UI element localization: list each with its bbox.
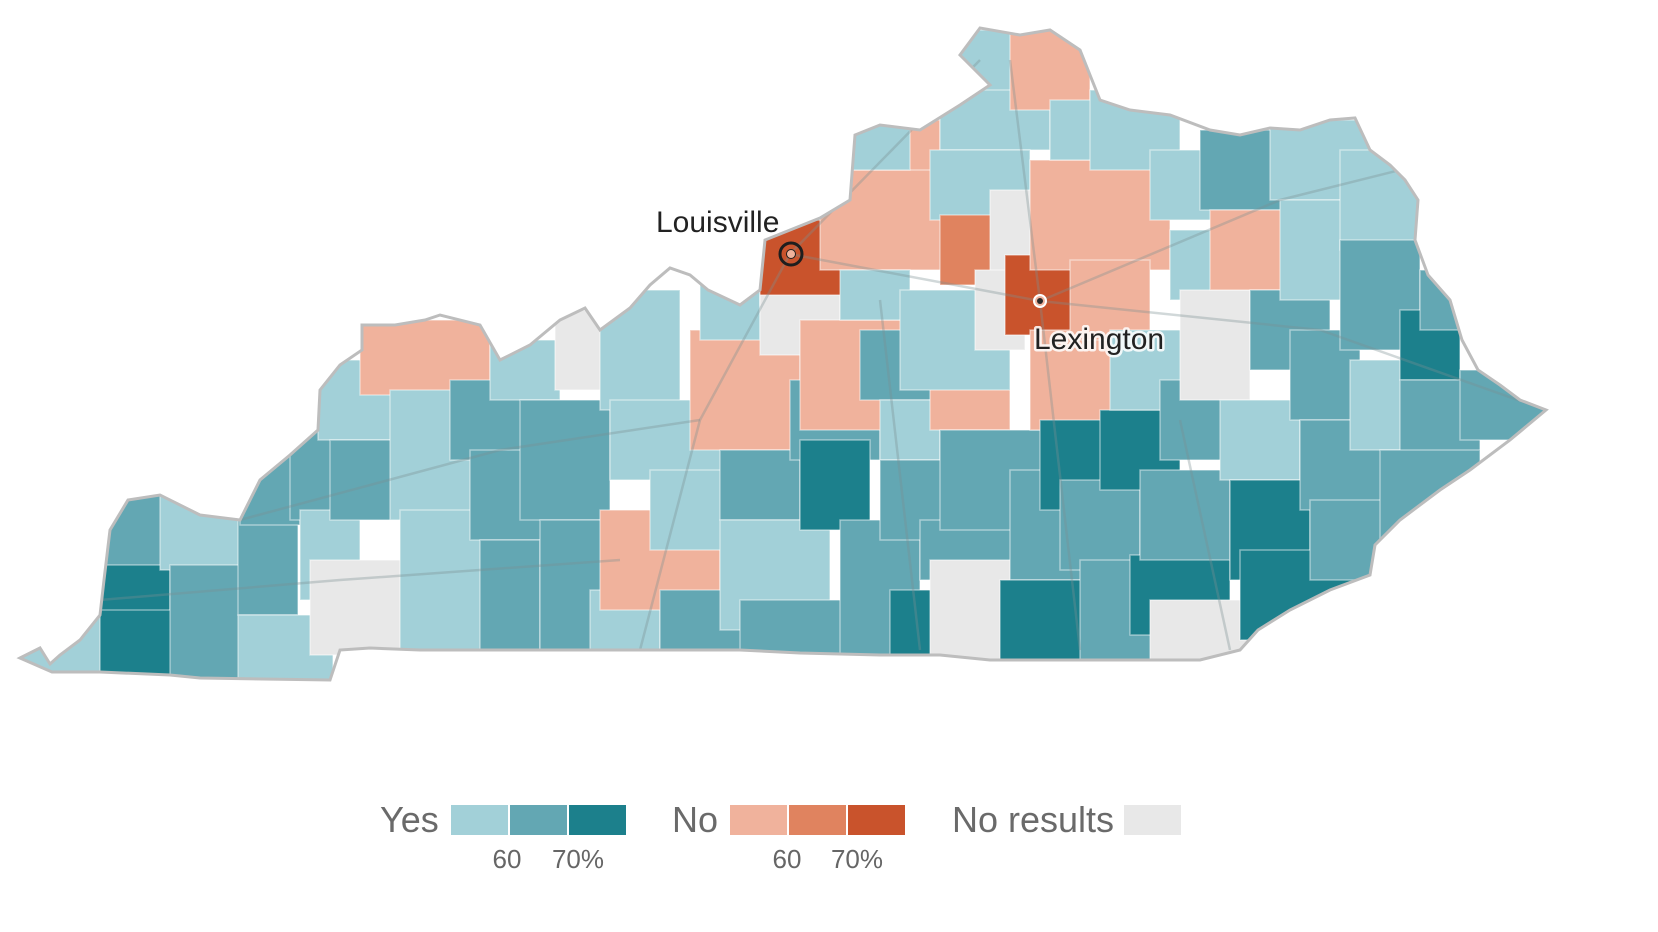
highway-line <box>878 299 922 651</box>
county-area <box>329 439 401 521</box>
svg-text:Lexington: Lexington <box>1034 323 1164 356</box>
legend-swatch-no-results <box>1124 805 1181 835</box>
state-outline <box>16 26 1549 682</box>
louisville-marker <box>778 241 804 267</box>
highway-line <box>99 558 621 602</box>
county-area <box>1219 399 1301 481</box>
county-area <box>1069 259 1151 341</box>
county-area <box>519 399 611 521</box>
county-choropleth: Louisville Louisville Lexington Lexingto… <box>16 26 1549 682</box>
legend-yes-label: Yes <box>380 799 439 840</box>
highway-line <box>239 418 701 522</box>
county-area <box>799 439 871 531</box>
highway-line <box>638 253 792 651</box>
county-area <box>99 564 171 616</box>
city-label-louisville: Louisville <box>656 206 779 239</box>
county-area <box>1179 289 1251 401</box>
legend: Yes 60 70% No 60 70% No results <box>380 796 1280 906</box>
legend-yes-tick-60: 60 <box>492 844 522 874</box>
county-area <box>99 609 176 680</box>
legend-no-tick-70: 70% <box>830 844 884 874</box>
highway-line <box>1178 419 1232 651</box>
county-area <box>159 494 241 571</box>
county-area <box>1059 479 1141 571</box>
lexington-marker <box>1033 294 1047 308</box>
county-area <box>1339 149 1421 251</box>
county-area <box>309 559 411 656</box>
county-area <box>739 599 851 656</box>
svg-text:Louisville: Louisville <box>656 206 779 239</box>
highway-line <box>1039 168 1401 303</box>
legend-swatch-no-mid <box>789 805 846 835</box>
county-area <box>169 564 241 680</box>
county-area <box>1139 469 1231 561</box>
legend-no-results-label: No results <box>952 799 1115 840</box>
county-area <box>839 269 911 321</box>
county-area <box>1029 159 1171 271</box>
city-label-lexington: Lexington <box>1034 323 1164 356</box>
county-area <box>649 469 731 551</box>
county-area <box>599 289 681 411</box>
kentucky-county-map: Louisville Louisville Lexington Lexingto… <box>16 26 1549 682</box>
legend-swatch-yes-mid <box>510 805 567 835</box>
legend-swatch-yes-low <box>451 805 508 835</box>
county-area <box>1149 599 1251 661</box>
county-area <box>479 539 541 651</box>
legend-yes-tick-70: 70% <box>551 844 605 874</box>
county-area <box>1209 209 1291 291</box>
legend-no-tick-60: 60 <box>772 844 802 874</box>
legend-swatch-yes-high <box>569 805 626 835</box>
county-area <box>719 449 801 521</box>
highway-line <box>789 252 1546 412</box>
county-area <box>1009 29 1091 111</box>
legend-no-label: No <box>672 799 719 840</box>
county-area <box>1419 269 1471 331</box>
highway-line <box>1038 300 1082 651</box>
county-area <box>237 519 299 616</box>
highway-line <box>1008 59 1042 302</box>
legend-swatch-no-high <box>848 805 905 835</box>
legend-swatch-no-low <box>730 805 787 835</box>
